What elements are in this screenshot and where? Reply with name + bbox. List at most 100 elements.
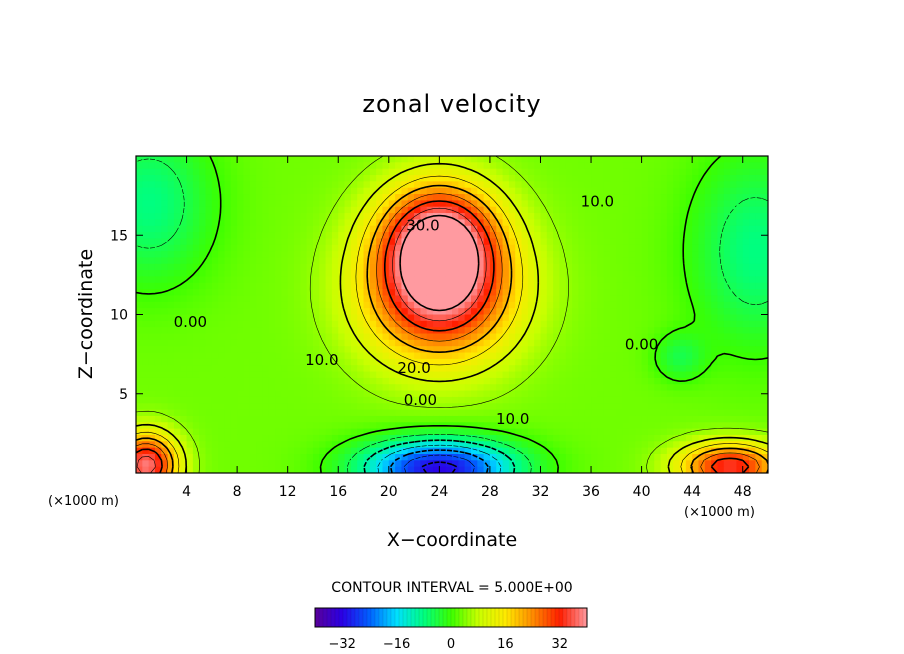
heat-cell: [685, 244, 693, 252]
heat-cell: [730, 200, 737, 208]
heat-cell: [167, 156, 175, 163]
heat-cell: [338, 428, 346, 436]
heat-cell: [338, 358, 346, 366]
heat-cell: [521, 447, 529, 455]
heat-cell: [622, 308, 630, 316]
heat-cell: [363, 200, 371, 208]
heat-cell: [717, 460, 725, 468]
heat-cell: [464, 282, 472, 290]
heat-cell: [136, 346, 143, 354]
heat-cell: [628, 308, 636, 316]
heat-cell: [161, 327, 169, 335]
heat-cell: [357, 276, 365, 284]
heat-cell: [666, 415, 674, 423]
heat-cell: [666, 390, 674, 398]
heat-cell: [559, 333, 567, 341]
heat-cell: [749, 187, 756, 195]
heat-cell: [300, 308, 308, 316]
heat-cell: [540, 441, 548, 449]
heat-cell: [749, 175, 756, 182]
heat-cell: [616, 200, 624, 208]
heat-cell: [483, 441, 491, 449]
heat-cell: [647, 384, 655, 392]
heat-cell: [685, 390, 693, 398]
heat-cell: [136, 244, 143, 252]
heat-cell: [458, 390, 466, 398]
heat-cell: [186, 251, 194, 259]
heat-cell: [395, 434, 403, 442]
heat-cell: [559, 175, 567, 182]
heat-cell: [414, 282, 421, 290]
heat-cell: [723, 206, 731, 214]
heat-cell: [647, 428, 655, 436]
heat-cell: [685, 162, 693, 170]
heat-cell: [363, 466, 371, 473]
heat-cell: [610, 282, 617, 290]
heat-cell: [628, 409, 636, 417]
heat-cell: [319, 466, 327, 473]
heat-cell: [205, 428, 213, 436]
heat-cell: [211, 434, 219, 442]
heat-cell: [698, 168, 706, 176]
heat-cell: [628, 346, 636, 354]
heat-cell: [300, 181, 308, 189]
heat-cell: [319, 415, 327, 423]
heat-cell: [420, 194, 428, 201]
heat-cell: [660, 257, 668, 265]
heat-cell: [616, 276, 624, 284]
heat-cell: [749, 225, 756, 233]
heat-cell: [698, 156, 706, 163]
heat-cell: [610, 187, 617, 195]
heat-cell: [654, 441, 662, 449]
heat-cell: [666, 206, 674, 214]
heat-cell: [496, 371, 504, 379]
heat-cell: [534, 244, 542, 252]
heat-cell: [628, 162, 636, 170]
heat-cell: [723, 263, 731, 271]
heat-cell: [426, 301, 434, 309]
heat-cell: [452, 390, 459, 398]
heat-cell: [154, 377, 162, 385]
heat-cell: [711, 213, 719, 220]
heat-cell: [546, 238, 554, 246]
heat-cell: [186, 422, 194, 430]
heat-cell: [685, 460, 693, 468]
heat-cell: [527, 162, 535, 170]
heat-cell: [230, 428, 238, 436]
heat-cell: [312, 409, 320, 417]
heat-cell: [388, 415, 396, 423]
heat-cell: [755, 156, 763, 163]
heat-cell: [294, 270, 301, 278]
heat-cell: [192, 333, 200, 341]
heat-cell: [610, 365, 617, 373]
heat-cell: [515, 282, 523, 290]
heat-cell: [458, 200, 466, 208]
heat-cell: [717, 453, 725, 461]
heat-cell: [647, 390, 655, 398]
heat-cell: [641, 346, 649, 354]
heat-cell: [224, 320, 232, 328]
heat-cell: [673, 187, 681, 195]
heat-cell: [711, 346, 719, 354]
heat-cell: [610, 308, 617, 316]
heat-cell: [388, 396, 396, 404]
heat-cell: [401, 403, 409, 411]
heat-cell: [300, 365, 308, 373]
heat-cell: [565, 206, 573, 214]
heat-cell: [685, 384, 693, 392]
heat-cell: [148, 460, 156, 468]
heat-cell: [578, 308, 586, 316]
heat-cell: [199, 403, 207, 411]
heat-cell: [445, 289, 453, 297]
heat-cell: [180, 225, 188, 233]
heat-cell: [711, 377, 719, 385]
heat-cell: [515, 422, 523, 430]
heat-cell: [426, 244, 434, 252]
heat-cell: [647, 232, 655, 240]
heat-cell: [470, 162, 478, 170]
heat-cell: [445, 409, 453, 417]
heat-cell: [698, 327, 706, 335]
heat-cell: [534, 251, 542, 259]
heat-cell: [433, 168, 440, 176]
heat-cell: [458, 244, 466, 252]
